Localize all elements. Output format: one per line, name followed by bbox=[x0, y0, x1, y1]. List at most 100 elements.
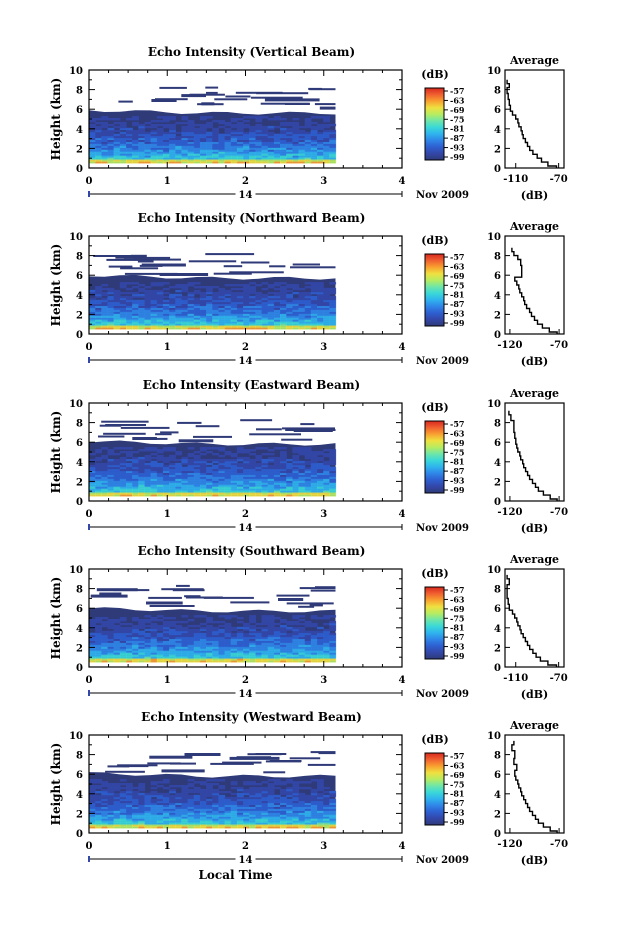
heatmap-cell bbox=[187, 282, 195, 285]
heatmap-cell bbox=[169, 299, 176, 303]
heatmap-cell bbox=[292, 824, 300, 827]
heatmap-cell bbox=[310, 155, 318, 158]
heatmap-cell bbox=[95, 458, 102, 462]
heatmap-cell bbox=[138, 785, 146, 788]
y-tick-label: 8 bbox=[76, 86, 83, 97]
heatmap-cell bbox=[212, 478, 219, 481]
heatmap-cell bbox=[187, 806, 195, 809]
heatmap-cell bbox=[224, 490, 232, 493]
date-month-year: Nov 2009 bbox=[416, 689, 469, 700]
heatmap-cell bbox=[193, 800, 201, 804]
heatmap-cell bbox=[243, 159, 250, 162]
heatmap-cell bbox=[255, 654, 263, 657]
heatmap-cell bbox=[101, 297, 109, 301]
heatmap-cell bbox=[150, 289, 158, 293]
heatmap-cell bbox=[310, 315, 318, 318]
heatmap-cell bbox=[218, 630, 226, 634]
heatmap-cell bbox=[95, 125, 102, 129]
heatmap-cell bbox=[286, 311, 293, 314]
heatmap-cell bbox=[95, 299, 102, 303]
heatmap-cell bbox=[169, 297, 176, 301]
heatmap-cell bbox=[236, 303, 244, 306]
heatmap-cell bbox=[101, 820, 109, 823]
heatmap-cell bbox=[95, 305, 102, 308]
heatmap-cell bbox=[261, 824, 269, 827]
heatmap-cell bbox=[181, 295, 189, 299]
heatmap-cell bbox=[236, 319, 244, 322]
heatmap-cell bbox=[150, 619, 158, 622]
heatmap-cell bbox=[138, 287, 146, 291]
heatmap-cell bbox=[150, 299, 158, 303]
heatmap-cell bbox=[138, 284, 146, 287]
heatmap-cell bbox=[113, 323, 121, 326]
heatmap-cell bbox=[144, 478, 152, 481]
heatmap-cell bbox=[187, 654, 195, 657]
heatmap-cell bbox=[89, 788, 96, 792]
heatmap-cell bbox=[206, 474, 213, 477]
heatmap-cell bbox=[193, 486, 201, 489]
heatmap-cell bbox=[119, 814, 127, 817]
heatmap-cell bbox=[119, 303, 127, 306]
heatmap-cell bbox=[187, 317, 195, 320]
heatmap-cell bbox=[187, 157, 195, 160]
average-x-label: (dB) bbox=[521, 522, 548, 535]
heatmap-cell bbox=[298, 321, 306, 324]
heatmap-cell bbox=[113, 466, 121, 470]
heatmap-cell bbox=[132, 824, 139, 827]
heatmap-cell bbox=[169, 628, 176, 632]
heatmap-cell bbox=[317, 123, 324, 127]
heatmap-cell bbox=[181, 654, 189, 657]
heatmap-cell bbox=[255, 658, 263, 661]
heatmap-cell bbox=[286, 626, 293, 630]
heatmap-cell bbox=[249, 161, 256, 164]
heatmap-cell bbox=[286, 492, 293, 495]
heatmap-cell bbox=[169, 468, 176, 472]
heatmap-cell bbox=[298, 642, 306, 645]
colorbar-tick-label: -63 bbox=[450, 428, 465, 438]
heatmap-cell bbox=[119, 145, 127, 148]
heatmap-cell bbox=[310, 494, 318, 497]
heatmap-cell bbox=[150, 456, 158, 460]
average-y-tick-label: 8 bbox=[494, 86, 501, 97]
heatmap-cell bbox=[261, 129, 269, 133]
heatmap-cell bbox=[273, 818, 281, 821]
heatmap-cell bbox=[107, 796, 115, 800]
heatmap-cell bbox=[310, 824, 318, 827]
heatmap-cell bbox=[199, 490, 207, 493]
heatmap-cell bbox=[119, 147, 127, 150]
heatmap-cell bbox=[212, 135, 219, 139]
heatmap-cell bbox=[107, 654, 115, 657]
heatmap-cell bbox=[89, 490, 96, 493]
heatmap-cell bbox=[304, 137, 312, 140]
heatmap-cell bbox=[292, 447, 300, 450]
heatmap-cell bbox=[329, 323, 337, 326]
heatmap-cell bbox=[273, 660, 281, 663]
heatmap-cell bbox=[119, 135, 127, 139]
heatmap-cell bbox=[236, 814, 244, 817]
heatmap-cell bbox=[206, 620, 213, 624]
date-month-year: Nov 2009 bbox=[416, 356, 469, 367]
heatmap-cell bbox=[329, 289, 337, 293]
y-axis-label: Height (km) bbox=[49, 743, 63, 826]
heatmap-cell bbox=[230, 494, 238, 497]
heatmap-cell bbox=[261, 658, 269, 661]
heatmap-cell bbox=[286, 806, 293, 809]
heatmap-cell bbox=[323, 153, 330, 156]
heatmap-cell bbox=[119, 804, 127, 807]
heatmap-cell bbox=[255, 123, 263, 127]
heatmap-cell bbox=[95, 323, 102, 326]
heatmap-cell bbox=[89, 470, 96, 473]
heatmap-cell bbox=[218, 492, 226, 495]
heatmap-cell bbox=[218, 804, 226, 807]
average-y-tick-label: 4 bbox=[494, 458, 501, 469]
heatmap-cell bbox=[175, 484, 183, 487]
heatmap-cell bbox=[132, 139, 139, 142]
heatmap-cell bbox=[206, 634, 213, 638]
heatmap-cell bbox=[156, 454, 164, 458]
heatmap-cell bbox=[267, 800, 275, 804]
heatmap-cell bbox=[212, 139, 219, 142]
heatmap-cell bbox=[156, 123, 164, 127]
heatmap-cell bbox=[255, 295, 263, 299]
heatmap-cell bbox=[218, 810, 226, 813]
heatmap-cell bbox=[169, 816, 176, 819]
